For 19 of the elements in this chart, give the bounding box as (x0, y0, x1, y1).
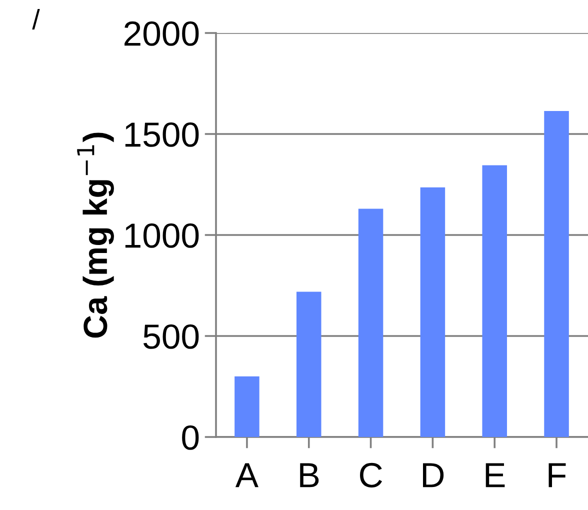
y-tick-label: 2000 (124, 21, 199, 46)
y-axis-title: Ca (mg kg$^{−1}$) (77, 132, 114, 338)
x-tick-label: C (360, 462, 382, 488)
bar (358, 208, 384, 437)
y-tick-label: 1500 (125, 122, 199, 147)
bar (234, 376, 260, 437)
bar (420, 187, 446, 437)
bar (482, 165, 507, 437)
x-tick-label: F (548, 463, 566, 488)
y-tick-label: 0 (182, 425, 199, 450)
x-tick-label: B (300, 463, 319, 488)
y-tick-label: 1000 (125, 223, 199, 248)
bar (544, 110, 569, 437)
x-tick-label: E (486, 463, 505, 488)
bar (296, 292, 322, 437)
y-tick-label: 500 (143, 324, 199, 349)
x-tick-label: A (235, 463, 258, 488)
x-tick-label: D (423, 463, 444, 488)
text: / (32, 9, 40, 30)
